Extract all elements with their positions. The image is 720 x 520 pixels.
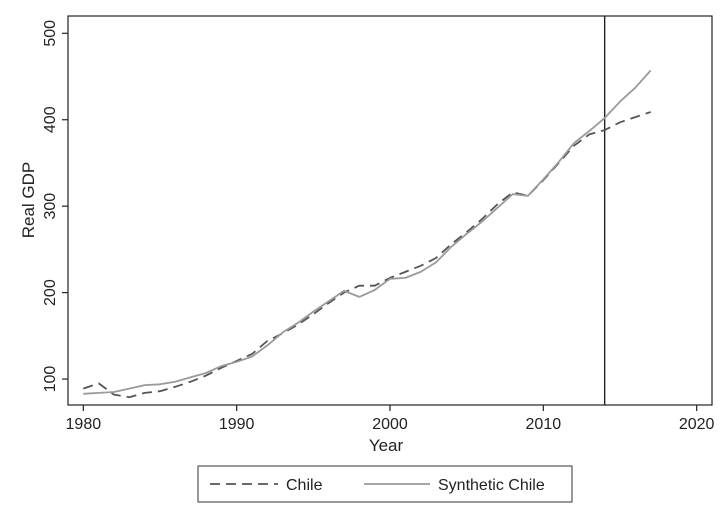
legend-label-synthetic-chile: Synthetic Chile [438,477,545,494]
x-axis-label: Year [369,436,404,455]
x-tick-label: 2020 [679,416,715,433]
x-tick-label: 2010 [526,416,562,433]
y-tick-label: 500 [42,20,59,47]
y-tick-label: 300 [42,193,59,220]
series-line-synthetic-chile [83,69,652,395]
y-axis-label: Real GDP [19,162,38,239]
legend: Chile Synthetic Chile [197,465,573,503]
x-tick-label: 1980 [66,416,102,433]
y-tick-label: 200 [42,279,59,306]
legend-label-chile: Chile [286,477,323,494]
x-tick-label: 1990 [219,416,255,433]
y-tick-label: 100 [42,366,59,393]
plot-frame [67,15,713,406]
x-tick-label: 2000 [372,416,408,433]
y-tick-label: 400 [42,106,59,133]
